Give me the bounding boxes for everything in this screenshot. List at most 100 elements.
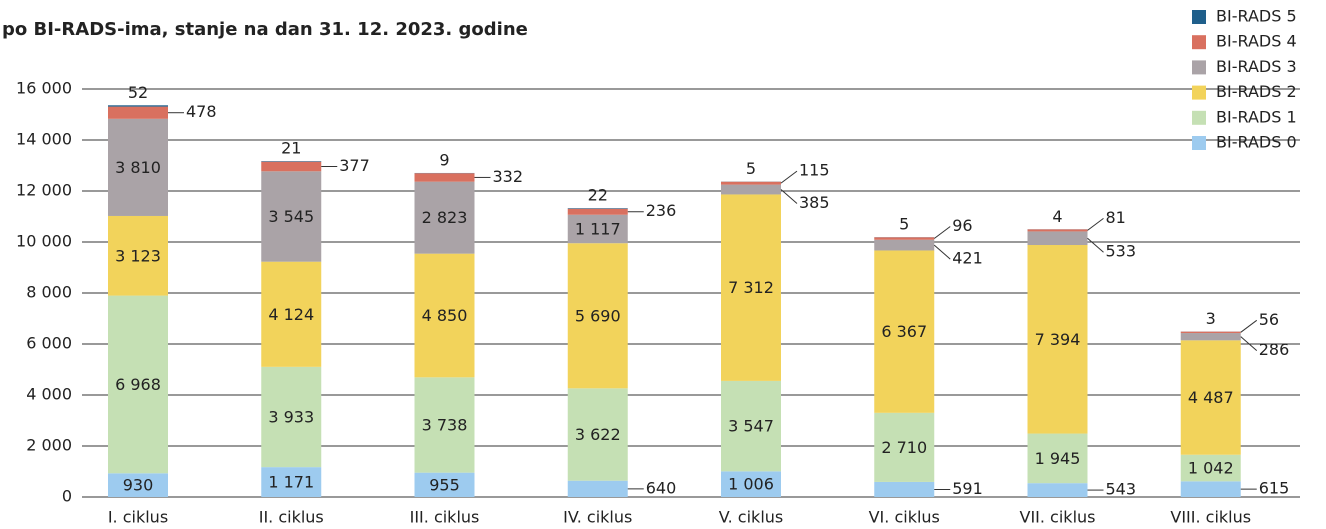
- x-tick-label: II. ciklus: [259, 508, 324, 527]
- data-label: 6 367: [881, 322, 927, 341]
- x-tick-label: I. ciklus: [108, 508, 168, 527]
- bar-segment: [414, 173, 475, 182]
- bar-segment: [261, 161, 322, 172]
- bar-segment: [108, 118, 168, 216]
- y-tick-label: 16 000: [16, 79, 72, 98]
- data-label: 7 394: [1035, 330, 1081, 349]
- bar-segment: [108, 295, 168, 474]
- bar-segment: [567, 388, 628, 481]
- legend-swatch: [1192, 136, 1206, 150]
- data-label: 1 042: [1188, 459, 1234, 478]
- y-tick-label: 12 000: [16, 181, 72, 200]
- data-label: 81: [1106, 208, 1126, 227]
- data-label: 543: [1106, 480, 1137, 499]
- data-label: 3 933: [268, 407, 314, 426]
- bar-segment: [874, 237, 935, 240]
- data-label: 3 545: [268, 207, 314, 226]
- data-label: 2 710: [881, 438, 927, 457]
- data-label: 5: [899, 215, 909, 234]
- bar-segment: [721, 380, 781, 472]
- legend-swatch: [1192, 110, 1206, 125]
- data-label: 1 171: [268, 473, 314, 492]
- bar-segment: [261, 261, 322, 367]
- leader-line: [1087, 237, 1104, 253]
- bar-segment: [874, 481, 935, 497]
- data-label: 1 117: [575, 219, 621, 238]
- legend-label: BI-RADS 3: [1216, 57, 1297, 76]
- bar-segment: [1180, 340, 1241, 455]
- x-tick-label: III. ciklus: [410, 508, 480, 527]
- bar-segment: [721, 184, 781, 195]
- bar-segment: [108, 106, 168, 119]
- bar-segment: [874, 250, 935, 413]
- bar-segment: [874, 412, 935, 482]
- leader-line: [1240, 336, 1258, 352]
- data-label: 4 124: [268, 305, 314, 324]
- leader-line: [780, 170, 798, 184]
- bar-segment: [874, 239, 935, 251]
- leader-line: [1240, 319, 1258, 333]
- legend-label: BI-RADS 1: [1216, 107, 1297, 126]
- data-label: 4: [1052, 207, 1062, 226]
- bar-segment: [1180, 454, 1241, 482]
- data-label: 385: [799, 193, 830, 212]
- bar-segment: [414, 377, 475, 473]
- x-tick-label: VII. ciklus: [1020, 508, 1096, 527]
- bar-segment: [1027, 433, 1088, 484]
- data-label: 955: [429, 475, 460, 494]
- data-label: 5 690: [575, 306, 621, 325]
- legend-label: BI-RADS 4: [1216, 32, 1297, 51]
- x-tick-label: V. ciklus: [719, 508, 783, 527]
- bar-segment: [1027, 483, 1088, 497]
- bar-segment: [1027, 245, 1088, 434]
- data-label: 3 547: [728, 417, 774, 436]
- bar-segment: [1180, 481, 1241, 497]
- data-label: 3 810: [115, 158, 161, 177]
- data-label: 533: [1106, 242, 1137, 261]
- bar-segment: [1180, 331, 1241, 334]
- data-label: 7 312: [728, 278, 774, 297]
- bar-segment: [261, 161, 322, 162]
- data-label: 421: [952, 249, 983, 268]
- bar-segment: [108, 105, 168, 107]
- data-label: 2 823: [422, 208, 468, 227]
- legend-label: BI-RADS 0: [1216, 133, 1297, 152]
- y-tick-label: 14 000: [16, 130, 72, 149]
- legend-swatch: [1192, 10, 1206, 24]
- bar-segment: [567, 208, 628, 215]
- leader-line: [1087, 217, 1104, 231]
- data-label: 286: [1259, 340, 1290, 359]
- bar-segment: [414, 253, 475, 378]
- legend-swatch: [1192, 35, 1206, 50]
- data-label: 1 945: [1035, 449, 1081, 468]
- data-label: 478: [186, 102, 217, 121]
- x-tick-label: IV. ciklus: [563, 508, 632, 527]
- x-tick-label: VI. ciklus: [869, 508, 940, 527]
- bar-segment: [108, 215, 168, 296]
- bar-segment: [1027, 231, 1088, 246]
- bar-segment: [567, 208, 628, 209]
- data-label: 22: [588, 186, 608, 205]
- chart-title: po BI-RADS-ima, stanje na dan 31. 12. 20…: [2, 19, 528, 40]
- data-label: 52: [128, 83, 148, 102]
- data-label: 377: [339, 156, 370, 175]
- y-tick-label: 8 000: [26, 283, 72, 302]
- leader-line: [933, 226, 951, 239]
- bar-segment: [414, 181, 475, 254]
- data-label: 1 006: [728, 475, 774, 494]
- data-label: 56: [1259, 310, 1279, 329]
- data-label: 5: [746, 159, 756, 178]
- bar-segment: [721, 181, 781, 185]
- data-label: 930: [123, 476, 154, 495]
- data-label: 4 487: [1188, 388, 1234, 407]
- data-label: 615: [1259, 479, 1290, 498]
- y-tick-label: 10 000: [16, 232, 72, 251]
- data-label: 3 123: [115, 246, 161, 265]
- x-tick-label: VIII. ciklus: [1170, 508, 1251, 527]
- y-tick-label: 0: [62, 487, 72, 506]
- leader-line: [933, 244, 951, 260]
- data-label: 6 968: [115, 375, 161, 394]
- bar-segment: [108, 473, 168, 497]
- bar-segment: [721, 194, 781, 381]
